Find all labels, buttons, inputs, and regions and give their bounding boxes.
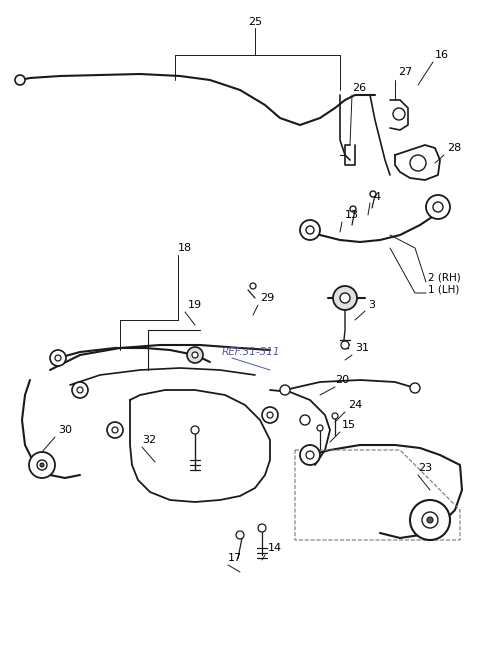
Circle shape xyxy=(317,425,323,431)
Circle shape xyxy=(306,451,314,459)
Circle shape xyxy=(236,531,244,539)
Text: 3: 3 xyxy=(368,300,375,310)
Circle shape xyxy=(55,355,61,361)
Circle shape xyxy=(340,293,350,303)
Text: 19: 19 xyxy=(188,300,202,310)
Circle shape xyxy=(72,382,88,398)
Text: 14: 14 xyxy=(268,543,282,553)
Circle shape xyxy=(422,512,438,528)
Circle shape xyxy=(50,350,66,366)
Circle shape xyxy=(300,220,320,240)
Text: 29: 29 xyxy=(260,293,274,303)
Circle shape xyxy=(262,407,278,423)
Text: 15: 15 xyxy=(342,420,356,430)
Circle shape xyxy=(350,206,356,212)
Circle shape xyxy=(258,524,266,532)
Circle shape xyxy=(191,426,199,434)
Circle shape xyxy=(370,191,376,197)
Text: 20: 20 xyxy=(335,375,349,385)
Circle shape xyxy=(15,75,25,85)
Circle shape xyxy=(112,427,118,433)
Circle shape xyxy=(267,412,273,418)
Text: 26: 26 xyxy=(352,83,366,93)
Text: 32: 32 xyxy=(142,435,156,445)
Circle shape xyxy=(306,226,314,234)
Text: 28: 28 xyxy=(447,143,461,153)
Circle shape xyxy=(280,385,290,395)
Text: 27: 27 xyxy=(398,67,412,77)
Circle shape xyxy=(77,387,83,393)
Circle shape xyxy=(427,517,433,523)
Text: 25: 25 xyxy=(248,17,262,27)
Text: 1 (LH): 1 (LH) xyxy=(428,285,459,295)
Text: 13: 13 xyxy=(345,210,359,220)
Text: 4: 4 xyxy=(373,192,380,202)
Circle shape xyxy=(300,415,310,425)
Circle shape xyxy=(300,445,320,465)
Circle shape xyxy=(410,383,420,393)
Circle shape xyxy=(341,341,349,349)
Circle shape xyxy=(393,108,405,120)
Circle shape xyxy=(426,195,450,219)
Circle shape xyxy=(192,352,198,358)
Text: 16: 16 xyxy=(435,50,449,60)
Text: 17: 17 xyxy=(228,553,242,563)
Circle shape xyxy=(333,286,357,310)
Text: 18: 18 xyxy=(178,243,192,253)
Circle shape xyxy=(250,283,256,289)
Text: 30: 30 xyxy=(58,425,72,435)
Circle shape xyxy=(187,347,203,363)
Circle shape xyxy=(410,155,426,171)
Circle shape xyxy=(37,460,47,470)
Text: 24: 24 xyxy=(348,400,362,410)
Text: REF.31-311: REF.31-311 xyxy=(222,347,280,357)
Circle shape xyxy=(107,422,123,438)
Circle shape xyxy=(40,463,44,467)
Circle shape xyxy=(29,452,55,478)
Text: 2 (RH): 2 (RH) xyxy=(428,273,461,283)
Text: 23: 23 xyxy=(418,463,432,473)
Text: 31: 31 xyxy=(355,343,369,353)
Circle shape xyxy=(410,500,450,540)
Circle shape xyxy=(332,413,338,419)
Circle shape xyxy=(433,202,443,212)
